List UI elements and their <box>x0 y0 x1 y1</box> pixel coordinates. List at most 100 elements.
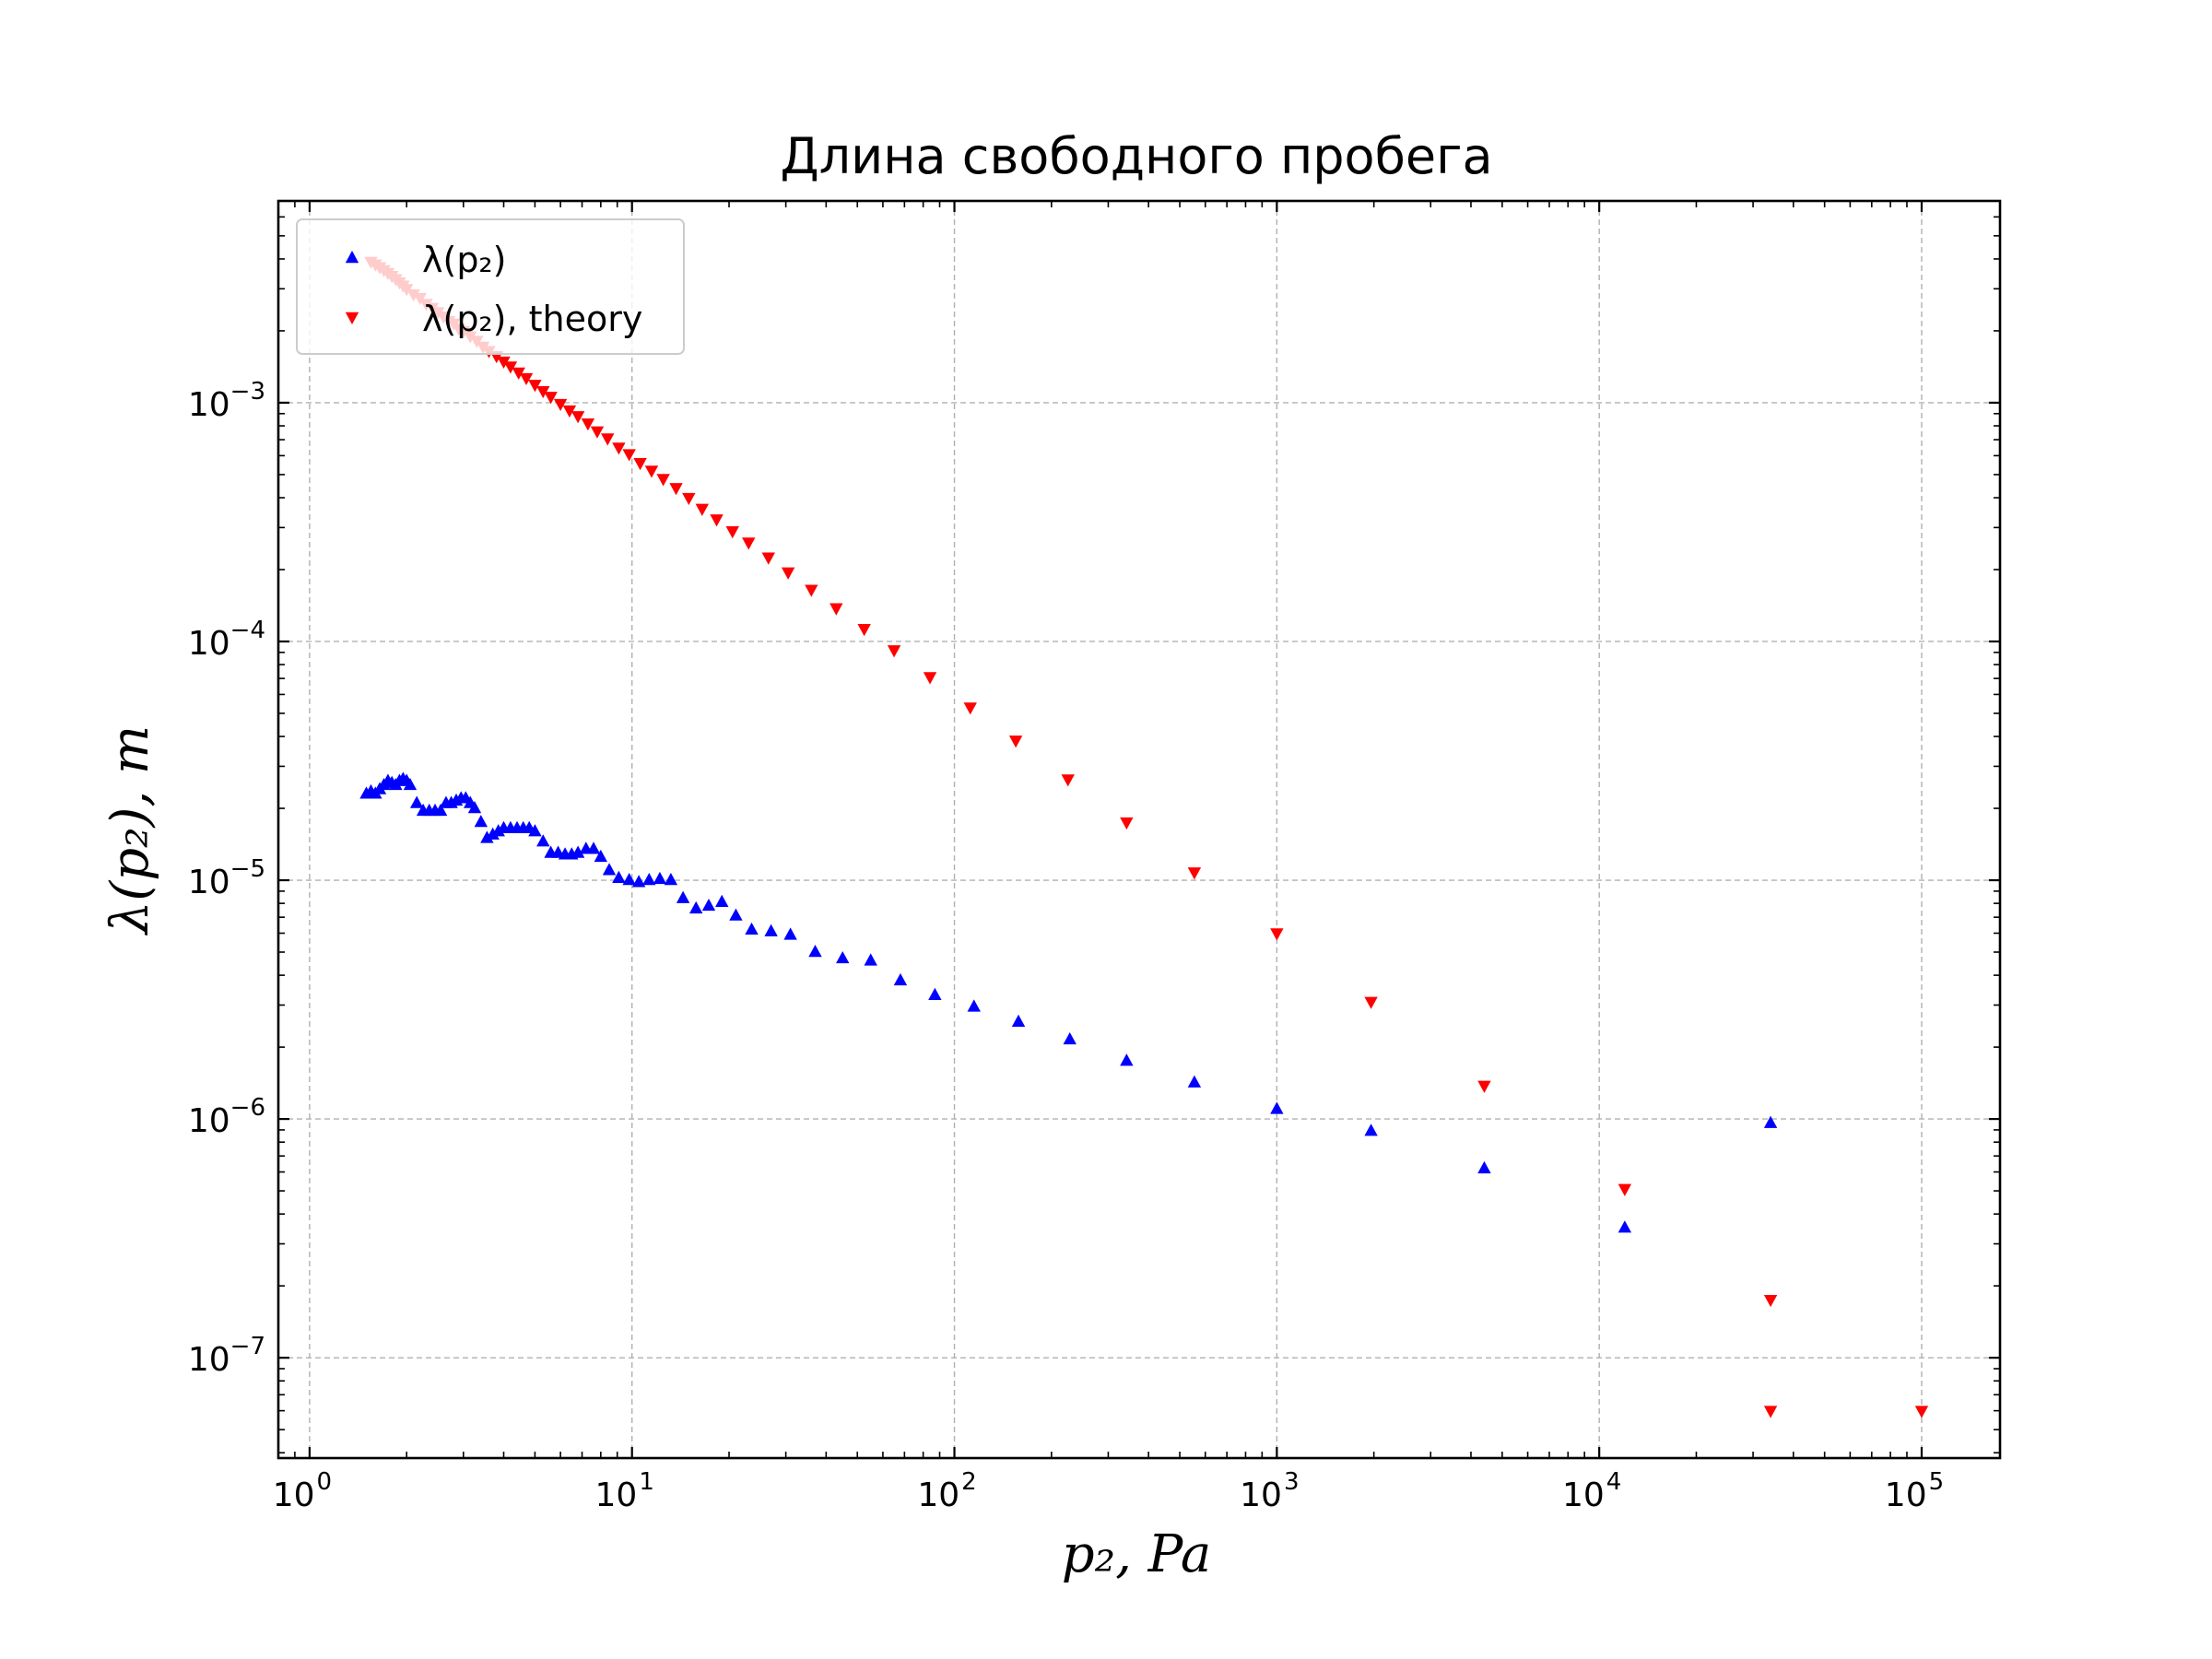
measured-point <box>701 898 716 912</box>
theory-point <box>1364 996 1378 1009</box>
y-tick-label: 10−7 <box>188 1333 265 1379</box>
theory-point <box>644 465 659 478</box>
measured-point <box>571 845 585 858</box>
legend-label: λ(p₂), theory <box>422 299 642 339</box>
axis-tick-labels: 100 101 102 103 104 105 10−7 10−6 10−5 10−4 10−3 <box>188 378 1944 1514</box>
y-tick-label: 10−6 <box>188 1094 265 1140</box>
measured-point <box>1270 1101 1284 1114</box>
x-tick-label: 100 <box>273 1468 332 1514</box>
x-axis-label: p₂, Pa <box>1062 1524 1211 1584</box>
x-tick-label: 101 <box>595 1468 654 1514</box>
theory-point <box>536 385 550 399</box>
y-tick-label: 10−4 <box>188 617 265 663</box>
legend-marker-theory <box>345 312 359 324</box>
theory-point <box>887 645 901 658</box>
measured-point <box>480 830 494 843</box>
theory-point <box>553 398 568 412</box>
axis-ticks <box>278 201 2000 1458</box>
measured-point <box>1063 1031 1077 1045</box>
measured-point <box>474 815 488 828</box>
theory-point <box>528 380 542 393</box>
measured-point <box>528 824 542 837</box>
theory-point <box>669 483 683 496</box>
legend-label: λ(p₂) <box>422 240 507 280</box>
measured-point <box>536 834 550 847</box>
measured-point <box>893 972 908 986</box>
measured-point <box>689 900 703 914</box>
chart-title: Длина свободного пробега <box>780 127 1492 185</box>
measured-point <box>715 894 729 907</box>
theory-point <box>544 392 558 405</box>
theory-point <box>622 449 636 462</box>
theory-point <box>1763 1294 1778 1308</box>
x-tick-label: 102 <box>917 1468 976 1514</box>
theory-point <box>725 525 739 539</box>
measured-point <box>764 924 778 936</box>
measured-point <box>602 863 617 876</box>
measured-point <box>783 927 797 940</box>
series-measured <box>359 771 1778 1233</box>
measured-point <box>1364 1124 1378 1136</box>
theory-point <box>781 567 795 580</box>
measured-point <box>491 824 505 837</box>
measured-point <box>1618 1220 1632 1233</box>
measured-point <box>664 873 678 886</box>
theory-point <box>601 433 615 446</box>
theory-point <box>710 514 724 527</box>
measured-point <box>433 803 448 817</box>
measured-point <box>1187 1075 1202 1088</box>
theory-point <box>1477 1080 1491 1093</box>
theory-point <box>1763 1406 1778 1418</box>
theory-point <box>512 367 525 380</box>
theory-point <box>562 405 577 418</box>
theory-point <box>830 603 843 616</box>
theory-point <box>695 503 709 516</box>
theory-point <box>1914 1406 1929 1418</box>
theory-point <box>581 418 595 431</box>
theory-point <box>503 361 518 374</box>
series-theory <box>364 256 1929 1418</box>
theory-point <box>1008 735 1023 748</box>
theory-point <box>682 492 696 506</box>
x-tick-label: 104 <box>1562 1468 1621 1514</box>
measured-point <box>729 908 743 921</box>
measured-point <box>676 890 690 903</box>
measured-point <box>1763 1115 1778 1128</box>
measured-point <box>467 801 482 814</box>
theory-point <box>497 356 511 370</box>
x-tick-label: 103 <box>1240 1468 1299 1514</box>
measured-point <box>586 841 601 854</box>
measured-point <box>1477 1160 1491 1174</box>
legend: λ(p₂) λ(p₂), theory <box>296 218 685 355</box>
measured-point <box>622 873 636 886</box>
y-tick-label: 10−3 <box>188 378 265 424</box>
theory-point <box>590 426 605 439</box>
theory-point <box>1120 817 1134 830</box>
measured-point <box>808 945 822 958</box>
y-tick-label: 10−5 <box>188 855 265 901</box>
theory-point <box>923 672 937 685</box>
theory-point <box>519 372 534 386</box>
x-tick-label: 105 <box>1885 1468 1944 1514</box>
measured-point <box>642 873 656 886</box>
theory-point <box>1187 867 1202 880</box>
measured-point <box>486 827 500 840</box>
theory-point <box>857 624 871 637</box>
plot-area-frame <box>276 199 2002 1460</box>
measured-point <box>653 871 667 885</box>
theory-point <box>805 584 818 597</box>
measured-point <box>864 953 877 966</box>
measured-point <box>745 922 759 935</box>
theory-point <box>656 474 670 487</box>
measured-point <box>594 849 608 863</box>
measured-point <box>403 777 418 791</box>
measured-point <box>967 999 981 1012</box>
data-points <box>359 256 1929 1418</box>
measured-point <box>409 795 424 808</box>
legend-marker-measured <box>345 251 359 264</box>
theory-point <box>1061 774 1075 787</box>
theory-point <box>742 537 756 550</box>
measured-point <box>836 950 850 964</box>
measured-point <box>612 870 626 884</box>
